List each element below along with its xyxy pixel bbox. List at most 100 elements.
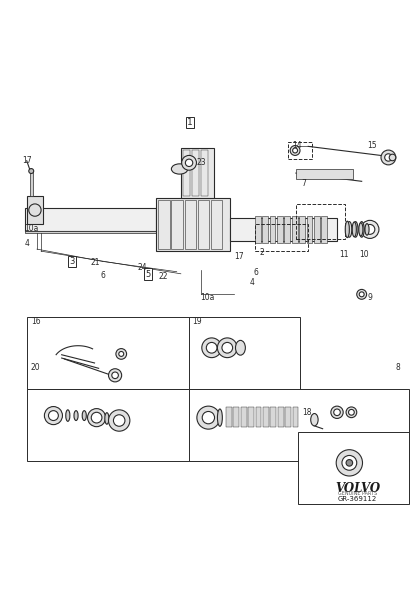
Bar bbox=[278, 407, 284, 427]
Ellipse shape bbox=[353, 222, 358, 237]
Bar bbox=[30, 171, 33, 196]
Bar bbox=[198, 200, 209, 249]
Circle shape bbox=[357, 290, 367, 299]
Circle shape bbox=[222, 343, 233, 353]
Circle shape bbox=[202, 412, 215, 424]
Circle shape bbox=[197, 406, 220, 429]
Text: 23: 23 bbox=[196, 158, 206, 167]
Bar bbox=[171, 200, 183, 249]
Ellipse shape bbox=[365, 224, 369, 235]
Text: 7: 7 bbox=[301, 179, 306, 188]
Text: 6: 6 bbox=[254, 269, 259, 278]
Text: VOLVO: VOLVO bbox=[335, 482, 380, 495]
Circle shape bbox=[290, 145, 300, 156]
Bar bbox=[321, 216, 327, 243]
Circle shape bbox=[336, 450, 363, 476]
Circle shape bbox=[331, 406, 343, 418]
Text: 9: 9 bbox=[368, 293, 373, 302]
Text: 10a: 10a bbox=[200, 293, 215, 302]
Bar bbox=[27, 196, 43, 224]
Circle shape bbox=[119, 352, 124, 356]
Text: 11: 11 bbox=[339, 249, 349, 258]
Ellipse shape bbox=[82, 410, 86, 421]
Bar bbox=[262, 216, 268, 243]
Bar bbox=[27, 317, 203, 389]
Ellipse shape bbox=[347, 222, 352, 237]
Text: 24: 24 bbox=[138, 263, 147, 272]
Circle shape bbox=[217, 338, 237, 358]
Circle shape bbox=[389, 154, 396, 160]
Text: GR-369112: GR-369112 bbox=[338, 496, 377, 502]
Circle shape bbox=[88, 409, 106, 427]
Bar bbox=[296, 204, 345, 239]
Circle shape bbox=[109, 369, 122, 382]
Circle shape bbox=[182, 156, 196, 170]
Bar bbox=[248, 407, 254, 427]
Circle shape bbox=[113, 415, 125, 426]
Text: 20: 20 bbox=[31, 362, 40, 371]
Circle shape bbox=[349, 409, 354, 415]
Text: 17: 17 bbox=[23, 156, 32, 165]
Circle shape bbox=[346, 407, 357, 418]
Circle shape bbox=[116, 349, 127, 359]
Bar bbox=[292, 216, 298, 243]
Text: 10a: 10a bbox=[25, 224, 39, 233]
Bar bbox=[270, 407, 276, 427]
Bar bbox=[189, 317, 300, 389]
Bar bbox=[25, 231, 156, 233]
Bar bbox=[263, 407, 269, 427]
Text: GENUINE PARTS: GENUINE PARTS bbox=[338, 491, 377, 496]
Ellipse shape bbox=[217, 409, 222, 426]
Text: 4: 4 bbox=[249, 278, 254, 287]
Bar bbox=[293, 407, 298, 427]
Bar bbox=[270, 216, 275, 243]
Bar bbox=[307, 216, 312, 243]
Text: 18: 18 bbox=[302, 408, 312, 416]
Circle shape bbox=[206, 343, 217, 353]
Circle shape bbox=[91, 412, 102, 423]
Circle shape bbox=[202, 338, 222, 358]
Text: 10: 10 bbox=[359, 249, 368, 258]
Bar bbox=[255, 224, 308, 251]
Ellipse shape bbox=[105, 413, 109, 424]
Bar bbox=[183, 150, 190, 196]
Text: 3: 3 bbox=[69, 257, 75, 266]
Bar bbox=[241, 407, 247, 427]
Text: 22: 22 bbox=[158, 272, 168, 281]
Bar bbox=[201, 150, 208, 196]
Bar bbox=[314, 216, 320, 243]
Circle shape bbox=[385, 154, 392, 161]
Bar bbox=[156, 198, 230, 251]
Text: 19: 19 bbox=[192, 317, 202, 326]
Circle shape bbox=[346, 460, 353, 466]
Bar bbox=[189, 389, 409, 461]
Circle shape bbox=[342, 456, 357, 470]
Bar bbox=[296, 169, 353, 179]
Text: 15: 15 bbox=[367, 141, 376, 150]
Bar bbox=[185, 200, 196, 249]
Circle shape bbox=[109, 410, 130, 431]
Text: 17: 17 bbox=[234, 252, 244, 261]
Bar bbox=[27, 389, 203, 461]
Circle shape bbox=[112, 372, 118, 379]
Circle shape bbox=[185, 159, 193, 166]
Bar bbox=[285, 407, 291, 427]
Circle shape bbox=[44, 406, 62, 425]
Bar bbox=[158, 200, 170, 249]
Bar bbox=[298, 432, 409, 504]
Ellipse shape bbox=[345, 221, 349, 237]
Circle shape bbox=[29, 204, 41, 216]
Text: 14: 14 bbox=[292, 141, 301, 150]
Ellipse shape bbox=[359, 222, 364, 237]
Circle shape bbox=[381, 150, 396, 165]
Ellipse shape bbox=[236, 340, 245, 355]
Bar bbox=[233, 407, 239, 427]
Ellipse shape bbox=[29, 168, 34, 174]
Ellipse shape bbox=[352, 222, 356, 237]
Ellipse shape bbox=[74, 410, 78, 421]
Ellipse shape bbox=[359, 223, 363, 236]
Text: 1: 1 bbox=[187, 118, 193, 127]
Circle shape bbox=[365, 224, 375, 234]
Bar bbox=[230, 218, 337, 241]
Circle shape bbox=[48, 410, 58, 421]
